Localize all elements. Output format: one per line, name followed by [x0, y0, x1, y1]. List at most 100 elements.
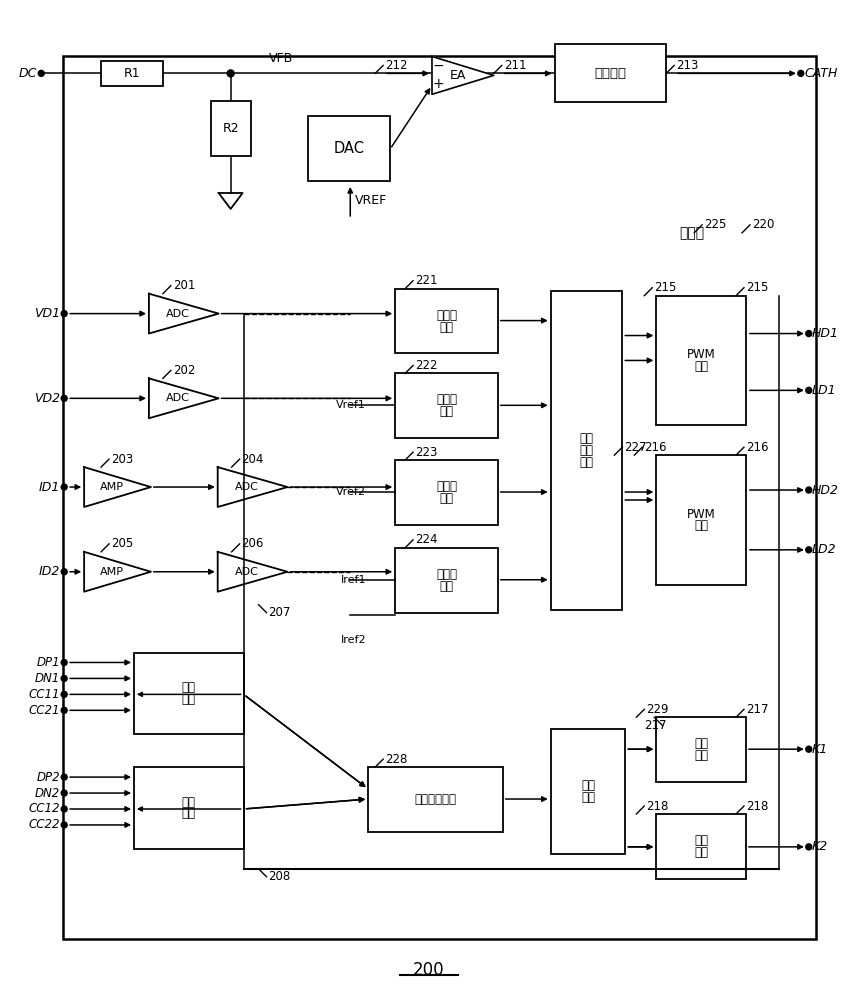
Text: 212: 212: [385, 59, 408, 72]
Text: +: +: [432, 77, 444, 91]
Text: DP2: DP2: [37, 771, 60, 784]
Text: 228: 228: [385, 753, 408, 766]
Text: 203: 203: [111, 453, 133, 466]
Text: 218: 218: [746, 800, 769, 813]
Text: 比较器: 比较器: [436, 309, 457, 322]
Bar: [368, 767, 503, 832]
Text: 开关: 开关: [581, 779, 595, 792]
Text: Iref1: Iref1: [341, 575, 366, 585]
Text: 227: 227: [625, 441, 647, 454]
Text: 207: 207: [269, 606, 291, 619]
Text: ID1: ID1: [39, 481, 60, 494]
Text: VFB: VFB: [269, 52, 293, 65]
Bar: [396, 548, 498, 613]
Text: VD1: VD1: [34, 307, 60, 320]
Text: ADC: ADC: [235, 482, 259, 492]
Polygon shape: [218, 552, 287, 592]
Text: LD1: LD1: [812, 384, 837, 397]
Text: DC: DC: [19, 67, 37, 80]
Text: 217: 217: [644, 719, 667, 732]
Text: 比较器: 比较器: [436, 480, 457, 493]
Circle shape: [806, 844, 812, 850]
Text: 模块: 模块: [439, 492, 453, 505]
Text: 驱动: 驱动: [694, 360, 708, 373]
Text: 222: 222: [415, 359, 438, 372]
Bar: [63, 56, 816, 939]
Text: Iref2: Iref2: [341, 635, 366, 645]
Text: R2: R2: [222, 122, 239, 135]
Text: 控制器: 控制器: [679, 226, 704, 240]
Bar: [656, 717, 746, 782]
Circle shape: [61, 675, 67, 681]
Text: HD2: HD2: [812, 484, 839, 497]
Text: 205: 205: [111, 537, 133, 550]
Polygon shape: [218, 467, 287, 507]
Text: 216: 216: [644, 441, 667, 454]
Text: ADC: ADC: [235, 567, 259, 577]
Text: 217: 217: [746, 703, 769, 716]
Text: 控制: 控制: [581, 791, 595, 804]
Circle shape: [806, 547, 812, 553]
Bar: [554, 44, 666, 102]
Bar: [551, 291, 622, 610]
Text: ADC: ADC: [166, 309, 190, 319]
Polygon shape: [84, 467, 151, 507]
Circle shape: [61, 774, 67, 780]
Text: HD1: HD1: [812, 327, 839, 340]
Circle shape: [806, 387, 812, 393]
Text: CATH: CATH: [805, 67, 838, 80]
Text: −: −: [432, 58, 444, 72]
Text: 接口: 接口: [182, 807, 196, 820]
Text: 环路补偿: 环路补偿: [595, 67, 626, 80]
Text: 接口: 接口: [182, 693, 196, 706]
Text: 229: 229: [646, 703, 668, 716]
Text: 模块: 模块: [439, 321, 453, 334]
Text: VD2: VD2: [34, 392, 60, 405]
Text: DAC: DAC: [334, 141, 365, 156]
Text: 驱动: 驱动: [694, 519, 708, 532]
Bar: [551, 729, 625, 854]
Text: 驱动: 驱动: [694, 749, 708, 762]
Text: LD2: LD2: [812, 543, 837, 556]
Text: ADC: ADC: [166, 393, 190, 403]
Text: 运算: 运算: [579, 456, 594, 469]
Text: 220: 220: [752, 218, 774, 231]
Text: 213: 213: [676, 59, 698, 72]
Bar: [308, 116, 390, 181]
Text: 协议: 协议: [182, 681, 196, 694]
Text: K1: K1: [812, 743, 828, 756]
Bar: [101, 61, 163, 86]
Text: DN2: DN2: [35, 787, 60, 800]
Bar: [134, 767, 244, 849]
Text: 比较器: 比较器: [436, 393, 457, 406]
Text: 比较器: 比较器: [436, 568, 457, 581]
Circle shape: [61, 659, 67, 665]
Bar: [396, 289, 498, 353]
Text: AMP: AMP: [100, 567, 124, 577]
Text: CC21: CC21: [28, 704, 60, 717]
Text: 开关: 开关: [694, 737, 708, 750]
Text: 200: 200: [414, 961, 444, 979]
Text: 驱动: 驱动: [694, 846, 708, 859]
Circle shape: [61, 569, 67, 575]
Text: 模块: 模块: [439, 405, 453, 418]
Circle shape: [61, 790, 67, 796]
Text: R1: R1: [124, 67, 140, 80]
Text: Vref1: Vref1: [336, 400, 366, 410]
Text: 208: 208: [269, 870, 291, 883]
Text: 216: 216: [746, 441, 769, 454]
Circle shape: [806, 331, 812, 337]
Text: ID2: ID2: [39, 565, 60, 578]
Text: Vref2: Vref2: [336, 487, 366, 497]
Text: 215: 215: [655, 281, 677, 294]
Polygon shape: [149, 378, 219, 418]
Polygon shape: [84, 552, 151, 592]
Text: 215: 215: [746, 281, 769, 294]
Text: CC11: CC11: [28, 688, 60, 701]
Circle shape: [798, 70, 804, 76]
Text: CC12: CC12: [28, 802, 60, 815]
Circle shape: [61, 484, 67, 490]
Text: 脉宽: 脉宽: [579, 432, 594, 445]
Text: VREF: VREF: [355, 194, 388, 207]
Text: CC22: CC22: [28, 818, 60, 831]
